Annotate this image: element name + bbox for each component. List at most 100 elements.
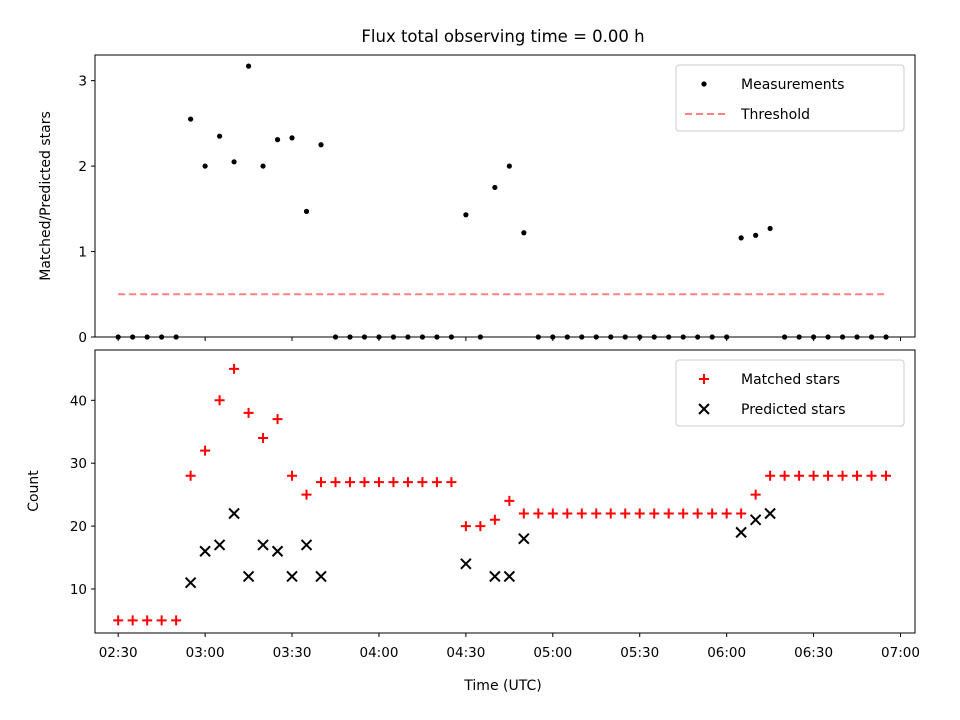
chart-title: Flux total observing time = 0.00 h [361, 27, 644, 46]
matched-stars-point [721, 508, 732, 519]
predicted-stars-point [489, 570, 501, 583]
matched-stars-point [518, 508, 529, 519]
measurements-point [492, 184, 498, 191]
top-y-tick-label: 2 [78, 159, 87, 175]
measurements-point [767, 225, 773, 232]
matched-stars-point [272, 414, 283, 425]
predicted-stars-point [184, 576, 197, 589]
bottom-plot-panel: 10 20 30 40 02:30 03:00 03:30 04:00 04:30 05:00 05… [70, 349, 920, 661]
matched-stars-point [605, 508, 616, 519]
top-plot-panel: 0 1 2 3 Measurements Threshold [78, 54, 916, 346]
matched-stars-point [881, 470, 892, 481]
matched-stars-point [591, 508, 602, 519]
measurements-point [535, 334, 541, 340]
measurements-point [724, 334, 730, 340]
measurements-point [782, 334, 788, 340]
matched-stars-point [344, 477, 355, 488]
predicted-stars-point [300, 539, 313, 551]
bottom-y-tick-label: 20 [70, 519, 87, 535]
top-y-tick-label: 3 [78, 74, 87, 90]
measurements-point [637, 334, 643, 340]
matched-stars-point [692, 508, 703, 519]
x-tick-label: 03:00 [186, 645, 225, 661]
measurements-point [448, 334, 454, 340]
predicted-stars-point [749, 514, 762, 526]
x-tick-label: 04:30 [446, 645, 485, 661]
x-axis-label: Time (UTC) [463, 678, 541, 694]
matched-stars-point [678, 508, 689, 519]
measurements-point [405, 334, 411, 340]
measurements-point [390, 334, 397, 340]
legend-matched-stars-label: Matched stars [741, 372, 840, 388]
x-tick-label: 07:00 [881, 645, 920, 661]
measurements-point [231, 159, 237, 165]
x-tick-label: 05:30 [620, 645, 659, 661]
measurements-point [709, 334, 715, 340]
legend-predicted-stars-marker [698, 403, 710, 415]
bottom-y-tick-label: 10 [70, 582, 87, 598]
top-legend [675, 64, 905, 132]
matched-stars-point [475, 521, 486, 532]
predicted-stars-point [271, 545, 284, 557]
predicted-stars-point [257, 539, 269, 551]
measurements-point [810, 334, 817, 340]
predicted-stars-point [315, 570, 327, 583]
measurements-point [825, 334, 831, 340]
x-tick-label: 03:30 [273, 645, 312, 661]
x-tick-label: 06:00 [707, 645, 746, 661]
x-tick-label: 05:00 [533, 645, 572, 661]
measurements-point [144, 334, 150, 340]
matched-stars-point [214, 395, 225, 406]
measurements-point [245, 63, 252, 69]
bottom-y-axis-label: Count [26, 470, 42, 512]
matched-stars-point [823, 470, 834, 481]
measurements-point [115, 334, 121, 340]
measurements-point [839, 334, 846, 340]
measurements-point [796, 334, 802, 340]
measurements-point [695, 334, 701, 340]
predicted-stars-point [764, 507, 776, 520]
matched-stars-point [489, 514, 500, 525]
legend-predicted-stars-label: Predicted stars [741, 402, 846, 418]
predicted-stars-point [735, 526, 747, 539]
measurements-point [173, 334, 179, 340]
measurements-point [666, 334, 672, 340]
measurements-point [419, 334, 426, 340]
matched-stars-point [373, 477, 384, 488]
matched-stars-point [576, 508, 587, 519]
measurements-point [159, 334, 165, 340]
measurements-point [680, 334, 686, 340]
top-y-axis-label: Matched/Predicted stars [38, 111, 54, 281]
matched-stars-point [533, 508, 544, 519]
measurements-point [579, 334, 585, 340]
measurements-point [303, 208, 310, 214]
matched-stars-point [663, 508, 674, 519]
matched-stars-point [316, 477, 327, 488]
top-y-tick-label: 0 [78, 330, 87, 346]
matched-stars-point [852, 470, 863, 481]
matched-stars-point [156, 615, 167, 626]
matched-stars-point [243, 407, 254, 418]
matched-stars-point [460, 521, 471, 532]
legend-measurements-label: Measurements [741, 77, 844, 93]
predicted-stars-point [460, 558, 472, 570]
matched-stars-point [359, 477, 370, 488]
measurements-point [216, 133, 223, 139]
matched-stars-point [736, 508, 747, 519]
measurements-point [753, 232, 759, 238]
matched-stars-point [707, 508, 718, 519]
matched-stars-point [649, 508, 660, 519]
predicted-stars-point [242, 570, 255, 583]
measurements-point [202, 163, 208, 169]
matched-stars-point [417, 477, 428, 488]
top-y-tick-label: 1 [78, 245, 87, 261]
measurements-point [477, 334, 483, 340]
matched-stars-point [301, 489, 312, 500]
bottom-y-tick-label: 30 [70, 456, 87, 472]
matched-stars-point [229, 363, 240, 374]
x-tick-label: 06:30 [794, 645, 833, 661]
matched-stars-point [113, 615, 124, 626]
measurements-point [550, 334, 556, 340]
measurements-point [608, 334, 614, 340]
